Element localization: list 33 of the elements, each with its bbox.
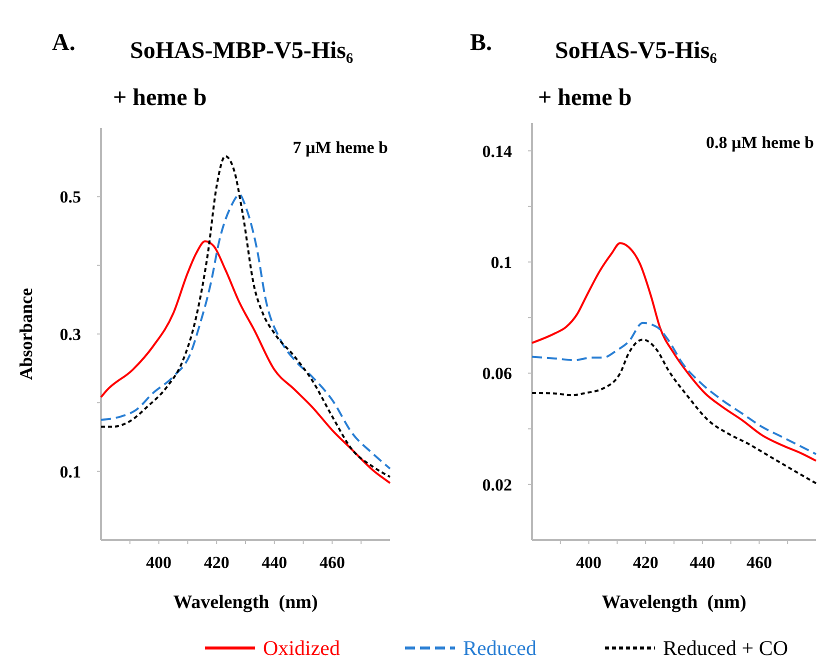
legend-label: Reduced [463, 636, 537, 659]
y-tick-label: 0.1 [60, 462, 81, 482]
y-tick-label: 0.1 [490, 253, 512, 272]
line-series [531, 322, 817, 456]
chart-subtitle: + heme b [538, 85, 632, 111]
x-tick-label: 420 [204, 553, 230, 572]
y-tick-label: 0.06 [482, 364, 512, 384]
line-series [531, 242, 817, 462]
line-series [531, 338, 817, 484]
y-tick-label: 0.3 [60, 325, 81, 344]
annotation: 0.8 µM heme b [706, 133, 814, 152]
y-axis-title: Absorbance [16, 288, 36, 380]
annotation: 7 µM heme b [292, 138, 388, 157]
text: A. [52, 30, 76, 56]
y-tick-label: 0.5 [60, 188, 81, 207]
x-tick-label: 440 [262, 553, 288, 572]
legend-label: Reduced + CO [663, 636, 788, 659]
chart-title: SoHAS-V5-His₆ [555, 38, 717, 64]
y-tick-label: 0.02 [482, 475, 512, 494]
x-tick-label: 400 [576, 553, 602, 572]
chart-subtitle: + heme b [113, 85, 207, 111]
x-tick-label: 460 [319, 553, 345, 572]
x-tick-label: 400 [146, 553, 172, 572]
line-series [100, 240, 391, 484]
x-tick-label: 440 [690, 553, 716, 572]
text: B. [470, 30, 492, 56]
x-tick-label: 420 [632, 553, 658, 572]
x-axis-title: Wavelength (nm) [602, 592, 746, 613]
chart-title: SoHAS-MBP-V5-His₆ [130, 38, 354, 64]
x-tick-label: 460 [746, 553, 772, 572]
y-tick-label: 0.14 [482, 142, 512, 161]
x-axis-title: Wavelength (nm) [173, 592, 318, 613]
legend-label: Oxidized [263, 636, 340, 659]
